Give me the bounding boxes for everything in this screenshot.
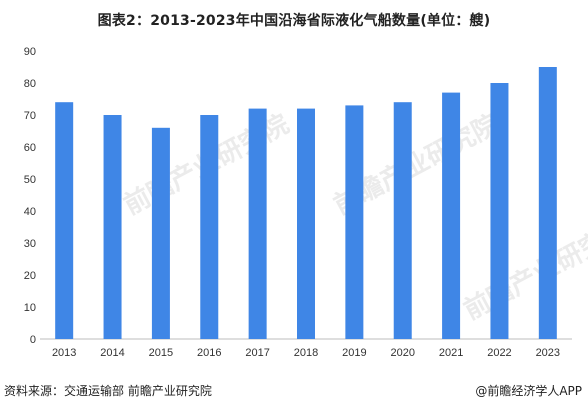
y-tick-label: 10: [24, 302, 36, 314]
x-tick-label: 2018: [294, 347, 318, 359]
x-tick-label: 2022: [487, 347, 511, 359]
bar-2017: [248, 108, 267, 339]
bar-2014: [103, 115, 122, 339]
bar-2022: [490, 83, 509, 339]
bars: [55, 67, 557, 340]
x-tick-label: 2020: [390, 347, 414, 359]
y-tick-label: 70: [24, 110, 36, 122]
y-tick-label: 40: [24, 206, 36, 218]
bar-2018: [297, 108, 315, 339]
bar-2019: [345, 105, 364, 340]
y-tick-label: 90: [24, 46, 36, 58]
x-tick-label: 2013: [52, 347, 76, 359]
y-axis: 0 10 20 30 40 50 60 70 80 90: [24, 46, 36, 346]
bar-2023: [538, 67, 557, 339]
watermark-text: 前瞻产业研究院: [459, 213, 588, 326]
footer-brand: @前瞻经济学人APP: [475, 384, 582, 398]
x-tick-label: 2014: [100, 347, 124, 359]
x-tick-label: 2019: [342, 347, 366, 359]
x-tick-label: 2021: [439, 347, 463, 359]
x-axis: 2013 2014 2015 2016 2017 2018 2019 2020 2021 2022…: [52, 347, 560, 359]
y-tick-label: 0: [30, 334, 36, 346]
bar-2016: [200, 115, 219, 339]
bar-2021: [442, 92, 461, 339]
bar-2013: [55, 102, 74, 339]
footer-source: 资料来源：交通运输部 前瞻产业研究院: [4, 384, 212, 398]
y-tick-label: 50: [24, 174, 36, 186]
bar-2020: [393, 102, 412, 339]
y-tick-label: 20: [24, 270, 36, 282]
chart-title: 图表2：2013-2023年中国沿海省际液化气船数量(单位：艘): [97, 13, 491, 29]
x-tick-label: 2016: [197, 347, 221, 359]
x-tick-label: 2015: [149, 347, 173, 359]
x-tick-label: 2017: [245, 347, 269, 359]
y-tick-label: 30: [24, 238, 36, 250]
y-tick-label: 60: [24, 142, 36, 154]
bar-2015: [151, 127, 170, 339]
x-tick-label: 2023: [536, 347, 560, 359]
y-tick-label: 80: [24, 78, 36, 90]
